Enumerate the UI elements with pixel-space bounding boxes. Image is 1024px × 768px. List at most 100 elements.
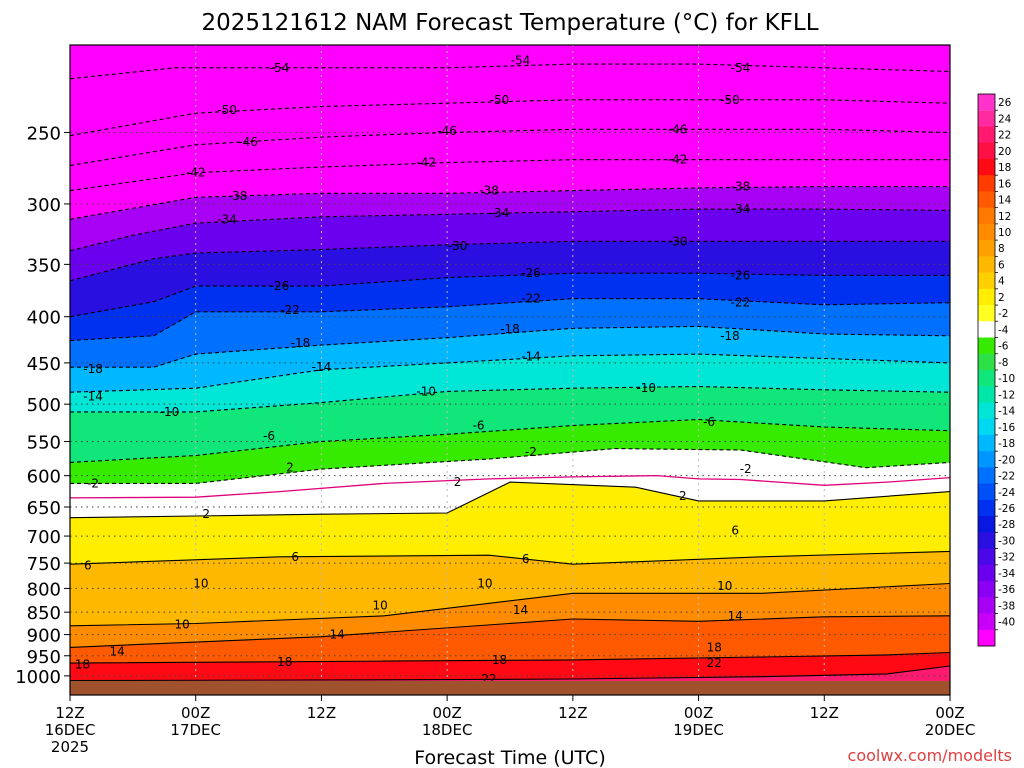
colorbar-segment (978, 321, 995, 339)
contour-labels: -54 -54 -54 -50 -50 -50 -46 -46 -46 -42 -42 -42 -38 -… (75, 53, 752, 686)
colorbar-label: -20 (998, 454, 1015, 466)
colorbar-label: -18 (998, 438, 1015, 450)
colorbar-segment (978, 451, 995, 468)
colorbar-label: -24 (998, 487, 1015, 499)
x-tick-label: 00Z (684, 704, 713, 722)
isotherm-contours (70, 63, 950, 682)
isotherm-line (70, 99, 950, 137)
x-tick-label: 18DEC (422, 721, 473, 739)
ground-surface (70, 680, 950, 695)
colorbar-label: 24 (998, 113, 1012, 125)
contour-label: -46 (668, 122, 688, 136)
isotherm-line (70, 298, 950, 342)
x-tick-label: 20DEC (925, 721, 976, 739)
isotherm-line (70, 128, 950, 167)
contour-label: -42 (668, 153, 688, 167)
contour-label: -50 (217, 103, 237, 117)
contour-label: 10 (717, 579, 732, 593)
contour-label: 14 (110, 645, 125, 659)
y-tick-label: 800 (27, 579, 61, 600)
y-tick-label: 1000 (15, 667, 61, 688)
colorbar-label: -38 (998, 600, 1015, 612)
colorbar-label: -8 (998, 357, 1008, 369)
y-tick-label: 450 (27, 354, 61, 375)
colorbar-segment (978, 434, 995, 452)
x-tick-label: 17DEC (170, 721, 221, 739)
contour-label: -46 (238, 135, 258, 149)
colorbar-label: 4 (998, 276, 1005, 288)
contour-label: -14 (312, 360, 332, 374)
contour-label: -14 (83, 389, 103, 403)
colorbar-segment (978, 126, 995, 144)
isotherm-line (70, 448, 950, 484)
colorbar-label: -26 (998, 503, 1015, 515)
colorbar-label: -10 (998, 373, 1015, 385)
y-tick-label: 350 (27, 255, 61, 276)
x-tick-label: 12Z (558, 704, 587, 722)
contour-label: -42 (186, 166, 206, 180)
colorbar-label: 6 (998, 259, 1005, 271)
x-tick-label: 00Z (181, 704, 210, 722)
colorbar-segment (978, 305, 995, 322)
isotherm-line (70, 325, 950, 368)
y-tick-label: 300 (27, 195, 61, 216)
y-tick-label: 700 (27, 527, 61, 548)
colorbar-segment (978, 175, 995, 192)
plot-frame (69, 44, 951, 696)
contour-label: -10 (636, 381, 656, 395)
contour-label: -18 (500, 322, 520, 336)
colorbar-label: -40 (998, 617, 1015, 629)
colorbar-label: 26 (998, 97, 1012, 109)
contour-label: 2 (286, 461, 294, 475)
plot-area: -54 -54 -54 -50 -50 -50 -46 -46 -46 -42 -42 -42 -38 -… (70, 45, 950, 695)
colorbar-segment (978, 207, 995, 225)
contour-label: -14 (521, 350, 541, 364)
colorbar-segment (978, 386, 995, 403)
colorbar-segment (978, 564, 995, 582)
contour-label: -26 (731, 268, 751, 282)
contour-label: -54 (270, 61, 290, 75)
contour-label: -2 (87, 476, 99, 490)
contour-label: 2 (202, 507, 210, 521)
colorbar-label: 22 (998, 130, 1011, 142)
contour-label: -2 (740, 462, 752, 476)
contour-label: 2 (679, 489, 687, 503)
colorbar-segment (978, 353, 995, 371)
contour-label: -10 (416, 384, 436, 398)
colorbar-segment (978, 418, 995, 436)
contour-label: 6 (522, 552, 530, 566)
colorbar-label: 10 (998, 227, 1011, 239)
colorbar-segment (978, 629, 995, 647)
contour-label: 10 (174, 617, 189, 631)
y-tick-label: 750 (27, 554, 61, 575)
contour-label: -30 (448, 239, 468, 253)
y-axis: 2503003504004505005506006507007508008509… (15, 123, 70, 688)
y-tick-label: 950 (27, 647, 61, 668)
isotherm-line (70, 272, 950, 318)
contour-label: 14 (513, 603, 528, 617)
contour-label: 10 (477, 576, 492, 590)
contour-label: -38 (731, 180, 751, 194)
x-tick-label: 19DEC (673, 721, 724, 739)
colorbar-segment (978, 532, 995, 550)
colorbar-label: 20 (998, 146, 1011, 158)
colorbar-label: 16 (998, 178, 1012, 190)
y-tick-label: 400 (27, 308, 61, 329)
contour-label: -30 (668, 234, 688, 248)
colorbar-segment (978, 483, 995, 501)
colorbar-label: -16 (998, 422, 1015, 434)
y-tick-label: 500 (27, 395, 61, 416)
isotherm-line (70, 186, 950, 220)
contour-label: 22 (707, 656, 722, 670)
contour-label: -54 (731, 61, 751, 75)
colorbar-segment (978, 581, 995, 598)
colorbar-segment (978, 516, 995, 533)
isotherm-line (70, 240, 950, 282)
colorbar-segment (978, 337, 995, 355)
contour-label: -38 (228, 189, 248, 203)
colorbar-label: -28 (998, 519, 1015, 531)
x-tick-label: 2025 (51, 738, 89, 756)
colorbar-label: -14 (998, 406, 1015, 418)
